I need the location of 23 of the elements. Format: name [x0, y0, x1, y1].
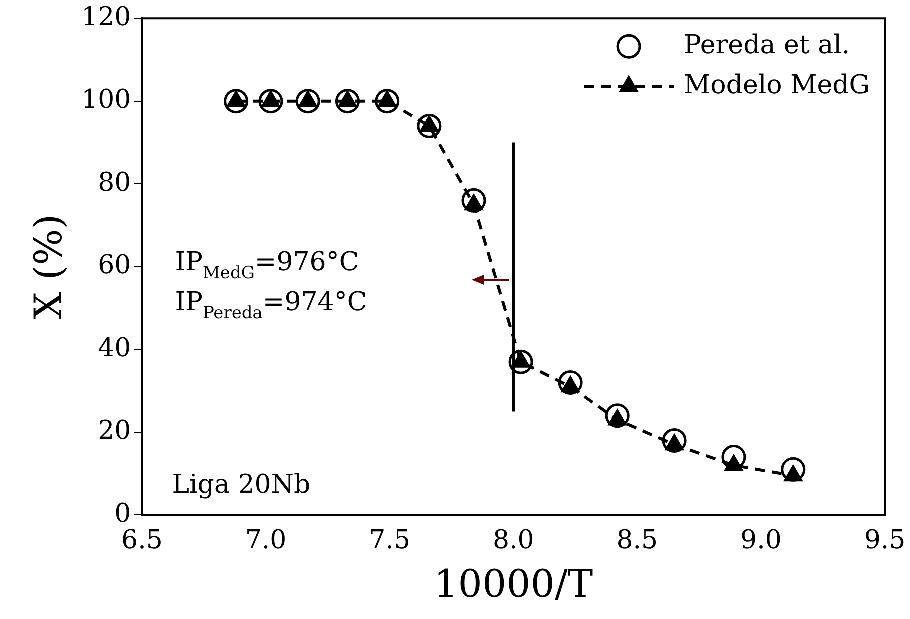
x-tick-label: 8.5 [616, 526, 658, 556]
point [462, 188, 486, 213]
legend-label: Pereda et al. [684, 30, 850, 60]
x-tick-label: 9.0 [740, 526, 782, 556]
x-tick-label: 7.0 [245, 526, 287, 556]
x-axis-title: 10000/T [434, 562, 594, 606]
y-tick-label: 20 [98, 416, 132, 446]
y-tick-label: 80 [98, 168, 132, 198]
y-tick-label: 40 [98, 333, 132, 364]
point [258, 89, 284, 114]
point [662, 428, 687, 453]
x-tick-label: 9.5 [864, 526, 906, 556]
point [224, 89, 249, 114]
y-tick-label: 100 [82, 85, 132, 116]
point [781, 457, 806, 482]
y-tick-label: 60 [98, 250, 132, 281]
y-axis-title: X (%) [26, 214, 71, 320]
legend-label: Modelo MedG [684, 70, 870, 100]
x-tick-label: 8.0 [492, 526, 534, 556]
x-tick-label: 7.5 [369, 526, 410, 556]
point [605, 404, 630, 428]
y-tick-label: 120 [82, 2, 132, 32]
annotation: Liga 20Nb [172, 470, 311, 500]
